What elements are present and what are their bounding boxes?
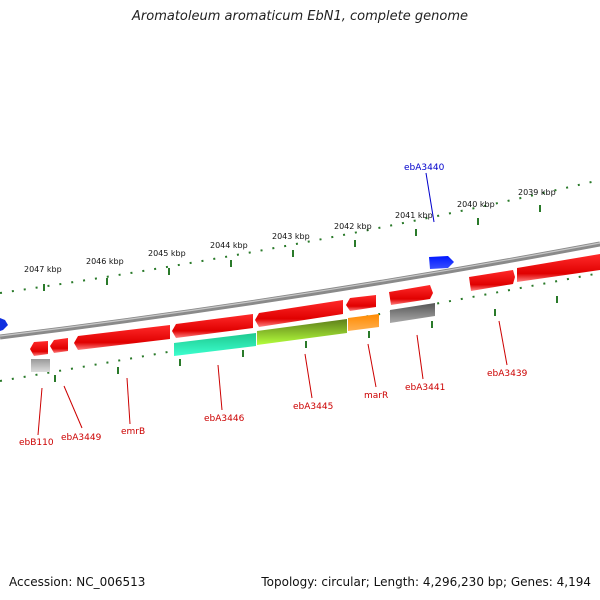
gene-ebA3440[interactable]: [429, 256, 454, 269]
leader-lines: [37, 172, 508, 436]
gene-ebA3439[interactable]: [469, 270, 515, 291]
gene-red[interactable]: [255, 300, 343, 327]
gene-left-edge[interactable]: [0, 318, 8, 331]
scale-label: 2046 kbp: [86, 257, 124, 266]
gene-ebB110[interactable]: [31, 359, 50, 372]
gene-labels: ebA3440 ebB110 ebA3449 emrB ebA3446 ebA3…: [19, 163, 528, 448]
gene-label-ebA3445[interactable]: ebA3445: [293, 402, 333, 412]
gene-label-ebA3439[interactable]: ebA3439: [487, 369, 528, 379]
accession-text: Accession: NC_006513: [9, 575, 146, 589]
scale-label: 2042 kbp: [334, 222, 372, 231]
genome-backbone: [0, 241, 600, 340]
scale-label: 2043 kbp: [272, 232, 310, 241]
upper-scale: [0, 179, 600, 294]
gene-label-emrB[interactable]: emrB: [121, 427, 145, 437]
gene-label-ebA3446[interactable]: ebA3446: [204, 414, 245, 424]
scale-label: 2041 kbp: [395, 211, 433, 220]
gene-label-ebB110[interactable]: ebB110: [19, 438, 54, 448]
gene-marR[interactable]: [348, 314, 379, 331]
gene-ebA3449[interactable]: [50, 338, 68, 353]
reverse-strand-genes: [0, 295, 435, 372]
gene-ebB110-red[interactable]: [30, 341, 48, 356]
gene-label-ebA3449[interactable]: ebA3449: [61, 433, 102, 443]
topology-text: Topology: circular; Length: 4,296,230 bp…: [261, 575, 591, 589]
gene-label-ebA3440[interactable]: ebA3440: [404, 163, 445, 173]
gene-red[interactable]: [346, 295, 376, 311]
scale-label: 2044 kbp: [210, 241, 248, 250]
gene-ebA3445[interactable]: [257, 319, 347, 345]
scale-label: 2045 kbp: [148, 249, 186, 258]
gene-label-ebA3441[interactable]: ebA3441: [405, 383, 445, 393]
gene-forward[interactable]: [517, 254, 600, 282]
scale-label: 2040 kbp: [457, 200, 495, 209]
gene-ebA3446[interactable]: [174, 333, 256, 356]
gene-emrB[interactable]: [74, 325, 170, 350]
scale-labels: 2047 kbp 2046 kbp 2045 kbp 2044 kbp 2043…: [24, 188, 556, 274]
lower-scale: [0, 272, 600, 382]
gene-emrB-2[interactable]: [172, 314, 253, 338]
scale-label: 2047 kbp: [24, 265, 62, 274]
map-title: Aromatoleum aromaticum EbN1, complete ge…: [132, 9, 468, 24]
forward-strand-genes: [389, 254, 600, 305]
gene-forward[interactable]: [389, 285, 433, 305]
scale-label: 2039 kbp: [518, 188, 556, 197]
gene-ebA3441[interactable]: [390, 303, 435, 323]
gene-label-marR[interactable]: marR: [364, 391, 388, 401]
